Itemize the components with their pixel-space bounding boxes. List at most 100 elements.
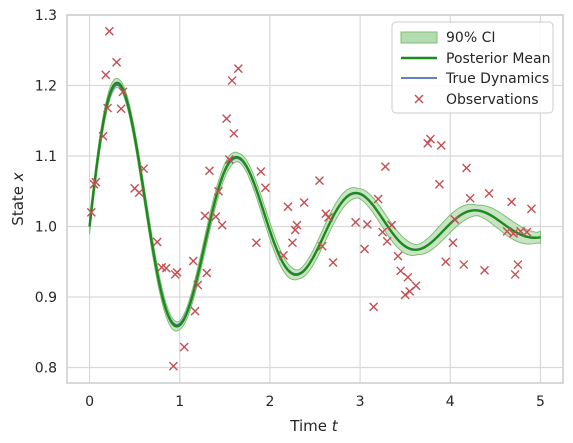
observation-point [168, 361, 178, 371]
observation-point [112, 57, 122, 67]
observation-point [217, 220, 227, 230]
observation-point [204, 166, 214, 176]
observation-point [484, 188, 494, 198]
x-tick-label: 3 [356, 394, 365, 410]
y-tick-label: 0.9 [35, 290, 57, 306]
y-tick-label: 1.0 [35, 219, 57, 235]
observation-point [139, 164, 149, 174]
x-tick-labels: 0 1 2 3 4 5 [85, 394, 545, 410]
confidence-band-group [89, 77, 541, 332]
legend-label-truth: True Dynamics [445, 71, 549, 87]
observation-point [172, 267, 182, 277]
observation-point [317, 241, 327, 251]
observation-point [179, 342, 189, 352]
y-tick-label: 1.3 [35, 8, 57, 24]
observation-point [214, 186, 224, 196]
y-axis-label: State x [9, 172, 27, 226]
ci-band [89, 77, 541, 332]
x-tick-label: 5 [536, 394, 545, 410]
observation-point [387, 220, 397, 230]
y-tick-label: 1.1 [35, 149, 57, 165]
observation-point [507, 197, 517, 207]
observation-point [290, 225, 300, 235]
observation-point [459, 260, 469, 270]
observation-point [188, 256, 198, 266]
observation-point [378, 227, 388, 237]
observation-point [436, 140, 446, 150]
observation-point [161, 263, 171, 273]
observation-point [324, 212, 334, 222]
observation-point [351, 217, 361, 227]
x-axis-label: Time t [289, 417, 339, 435]
y-tick-label: 0.8 [35, 360, 57, 376]
observation-point [450, 214, 460, 224]
observation-point [425, 134, 435, 144]
observation-point [283, 202, 293, 212]
observation-point [224, 155, 234, 165]
y-tick-label: 1.2 [35, 78, 57, 94]
observation-point [211, 212, 221, 222]
observation-point [118, 87, 128, 97]
observation-point [441, 257, 451, 267]
observation-point [260, 183, 270, 193]
observation-point [91, 177, 101, 187]
observation-point [190, 306, 200, 316]
observation-point [526, 204, 536, 214]
observation-point [411, 281, 421, 291]
x-tick-label: 4 [446, 394, 455, 410]
observation-point [462, 163, 472, 173]
observation-point [222, 114, 232, 124]
observation-point [396, 266, 406, 276]
observation-point [251, 238, 261, 248]
observation-point [104, 26, 114, 36]
x-tick-label: 0 [85, 394, 94, 410]
observation-point [448, 238, 458, 248]
x-tick-label: 2 [265, 394, 274, 410]
observation-point [229, 128, 239, 138]
observation-point [423, 138, 433, 148]
observation-point [116, 104, 126, 114]
observation-point [380, 162, 390, 172]
legend-label-mean: Posterior Mean [446, 51, 550, 67]
plot-frame [66, 14, 564, 384]
observation-markers [86, 26, 536, 371]
legend-label-ci: 90% CI [446, 30, 495, 46]
observation-point [233, 64, 243, 74]
legend-swatch-observations [414, 94, 424, 104]
legend-box [391, 21, 554, 114]
observation-point [292, 220, 302, 230]
observation-point [86, 207, 96, 217]
observation-point [227, 76, 237, 86]
observation-point [278, 250, 288, 260]
observation-point [373, 194, 383, 204]
observation-point [152, 237, 162, 247]
legend-swatch-ci [400, 31, 438, 44]
observation-point [103, 103, 113, 113]
observation-point [315, 176, 325, 186]
observation-point [414, 94, 424, 104]
observation-point [522, 227, 532, 237]
observation-point [480, 265, 490, 275]
observation-point [101, 70, 111, 80]
legend-label-observations: Observations [446, 92, 539, 108]
observation-point [193, 280, 203, 290]
observation-point [360, 244, 370, 254]
observation-point [328, 257, 338, 267]
observation-point [200, 211, 210, 221]
observation-point [256, 167, 266, 177]
legend: 90% CI Posterior Mean True Dynamics Obse… [391, 21, 554, 114]
observation-point [98, 131, 108, 141]
posterior-mean-line [88, 81, 541, 328]
observation-point [393, 251, 403, 261]
x-tick-label: 1 [175, 394, 184, 410]
observation-point [513, 260, 523, 270]
observation-point [465, 193, 475, 203]
observation-point [434, 179, 444, 189]
observation-point [134, 188, 144, 198]
observation-point [510, 269, 520, 279]
observation-point [287, 238, 297, 248]
observation-point [403, 272, 413, 282]
observation-point [202, 268, 212, 278]
observation-point [382, 236, 392, 246]
